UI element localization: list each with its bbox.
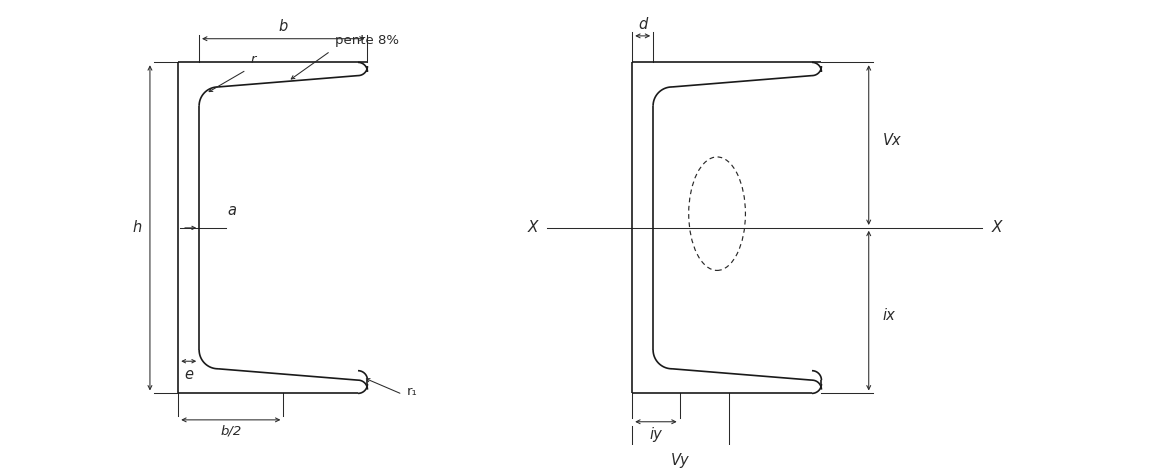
- Text: h: h: [132, 220, 142, 235]
- Text: e: e: [184, 367, 193, 382]
- Text: d: d: [638, 17, 647, 32]
- Text: b: b: [278, 19, 288, 34]
- Text: a: a: [228, 204, 236, 219]
- Text: iy: iy: [649, 426, 662, 441]
- Text: X: X: [991, 220, 1002, 235]
- Text: pente 8%: pente 8%: [336, 34, 399, 47]
- Text: X: X: [528, 220, 538, 235]
- Text: b/2: b/2: [220, 425, 241, 438]
- Text: Vx: Vx: [883, 133, 902, 148]
- Text: r: r: [250, 53, 256, 66]
- Text: ix: ix: [883, 308, 896, 323]
- Text: Vy: Vy: [672, 453, 690, 468]
- Text: r₁: r₁: [407, 385, 418, 398]
